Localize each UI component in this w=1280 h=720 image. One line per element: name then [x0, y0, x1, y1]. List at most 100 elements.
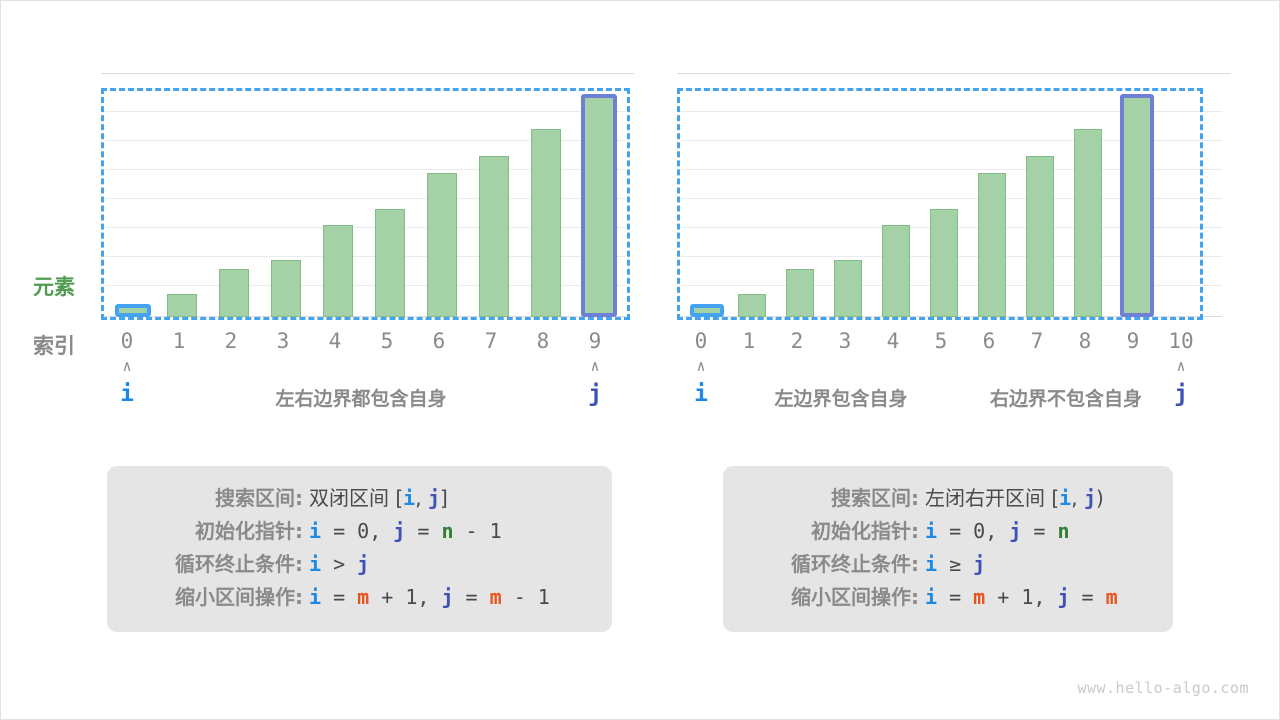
bar-8: [1074, 129, 1102, 317]
bar-0-pointer-i: [690, 304, 724, 317]
pointer-j-label: j: [1174, 381, 1188, 407]
tick-0: 0: [120, 329, 134, 353]
range-note-1: 右边界不包含自身: [989, 388, 1142, 410]
tick-2: 2: [224, 329, 238, 353]
bar-9-pointer-j: [581, 94, 617, 317]
bar-3: [834, 260, 862, 317]
info-box-closed-closed: 搜索区间: 双闭区间 [i, j] 初始化指针: i = 0, j = n - …: [107, 466, 612, 632]
tick-2: 2: [790, 329, 804, 353]
gridline: [105, 256, 625, 257]
bar-series-right: [681, 89, 1222, 317]
tick-4: 4: [886, 329, 900, 353]
tick-6: 6: [432, 329, 446, 353]
info-row-label: 缩小区间操作:: [175, 585, 303, 609]
panel-closed-open: 0 1 2 3 4 5 6 7 8 9 10 ∧ ∧ i j 左边界包含自身 右…: [621, 1, 1280, 720]
bar-4: [882, 225, 910, 317]
info-row: 缩小区间操作: i = m + 1, j = m: [749, 581, 1147, 614]
info-row-expr: 双闭区间 [i, j]: [309, 486, 448, 510]
info-row-expr: i = 0, j = n: [925, 519, 1070, 543]
info-row: 循环终止条件: i ≥ j: [749, 548, 1147, 581]
x-axis-label: 索引: [33, 334, 75, 358]
info-row-label: 缩小区间操作:: [791, 585, 919, 609]
gridline: [105, 285, 625, 286]
bar-8: [531, 129, 561, 317]
info-row-label: 搜索区间:: [831, 486, 919, 510]
info-row-label: 循环终止条件:: [791, 552, 919, 576]
axis-baseline: [105, 316, 625, 317]
tick-3: 3: [838, 329, 852, 353]
info-row-label: 循环终止条件:: [175, 552, 303, 576]
gridline: [681, 169, 1222, 170]
info-row: 搜索区间: 双闭区间 [i, j]: [133, 482, 586, 515]
bar-1: [167, 294, 197, 317]
tick-5: 5: [934, 329, 948, 353]
info-row-label: 搜索区间:: [215, 486, 303, 510]
info-row: 初始化指针: i = 0, j = n: [749, 515, 1147, 548]
tick-4: 4: [328, 329, 342, 353]
gridline: [105, 111, 625, 112]
tick-10: 10: [1168, 329, 1194, 353]
pointer-j-label: j: [588, 381, 602, 407]
gridline: [105, 169, 625, 170]
caret-pointer-j: ∧: [590, 357, 600, 375]
watermark: www.hello-algo.com: [1077, 679, 1249, 697]
tick-1: 1: [172, 329, 186, 353]
bar-7: [479, 156, 509, 317]
bar-1: [738, 294, 766, 317]
info-row-expr: i = m + 1, j = m: [925, 585, 1118, 609]
info-row-expr: i > j: [309, 552, 370, 576]
tick-6: 6: [982, 329, 996, 353]
tick-9: 9: [588, 329, 602, 353]
bar-2: [786, 269, 814, 317]
bar-4: [323, 225, 353, 317]
info-row: 搜索区间: 左闭右开区间 [i, j): [749, 482, 1147, 515]
tick-7: 7: [1030, 329, 1044, 353]
caret-pointer-j: ∧: [1176, 357, 1186, 375]
info-row: 初始化指针: i = 0, j = n - 1: [133, 515, 586, 548]
tick-0: 0: [694, 329, 708, 353]
info-row-expr: 左闭右开区间 [i, j): [925, 486, 1104, 510]
info-row: 循环终止条件: i > j: [133, 548, 586, 581]
tick-3: 3: [276, 329, 290, 353]
tick-8: 8: [536, 329, 550, 353]
caret-pointer-i: ∧: [122, 357, 132, 375]
tick-7: 7: [484, 329, 498, 353]
panel-top-rule: [677, 73, 1231, 74]
panel-closed-closed: 元素 索引: [1, 1, 661, 720]
info-row-expr: i = 0, j = n - 1: [309, 519, 502, 543]
gridline: [681, 111, 1222, 112]
y-axis-label: 元素: [33, 275, 75, 299]
bar-series-left: [105, 89, 625, 317]
tick-5: 5: [380, 329, 394, 353]
info-row-label: 初始化指针:: [195, 519, 303, 543]
info-row: 缩小区间操作: i = m + 1, j = m - 1: [133, 581, 586, 614]
tick-9: 9: [1126, 329, 1140, 353]
pointer-i-label: i: [120, 381, 134, 407]
gridline: [105, 227, 625, 228]
info-row-expr: i = m + 1, j = m - 1: [309, 585, 550, 609]
bar-7: [1026, 156, 1054, 317]
bar-6: [427, 173, 457, 317]
pointer-i-label: i: [694, 381, 708, 407]
gridline: [105, 198, 625, 199]
bar-6: [978, 173, 1006, 317]
bar-5: [930, 209, 958, 317]
range-note-0: 左边界包含自身: [774, 388, 908, 410]
range-note-0: 左右边界都包含自身: [275, 388, 447, 410]
gridline: [105, 140, 625, 141]
info-row-label: 初始化指针:: [811, 519, 919, 543]
caret-pointer-i: ∧: [696, 357, 706, 375]
tick-1: 1: [742, 329, 756, 353]
bar-9-pointer-j: [1120, 94, 1154, 317]
info-box-closed-open: 搜索区间: 左闭右开区间 [i, j) 初始化指针: i = 0, j = n …: [723, 466, 1173, 632]
plot-area-right: [681, 89, 1222, 317]
bar-0-pointer-i: [115, 304, 151, 317]
plot-area-left: [105, 89, 625, 317]
gridline: [681, 140, 1222, 141]
info-row-expr: i ≥ j: [925, 552, 986, 576]
bar-3: [271, 260, 301, 317]
panel-top-rule: [101, 73, 634, 74]
gridline: [681, 198, 1222, 199]
tick-8: 8: [1078, 329, 1092, 353]
